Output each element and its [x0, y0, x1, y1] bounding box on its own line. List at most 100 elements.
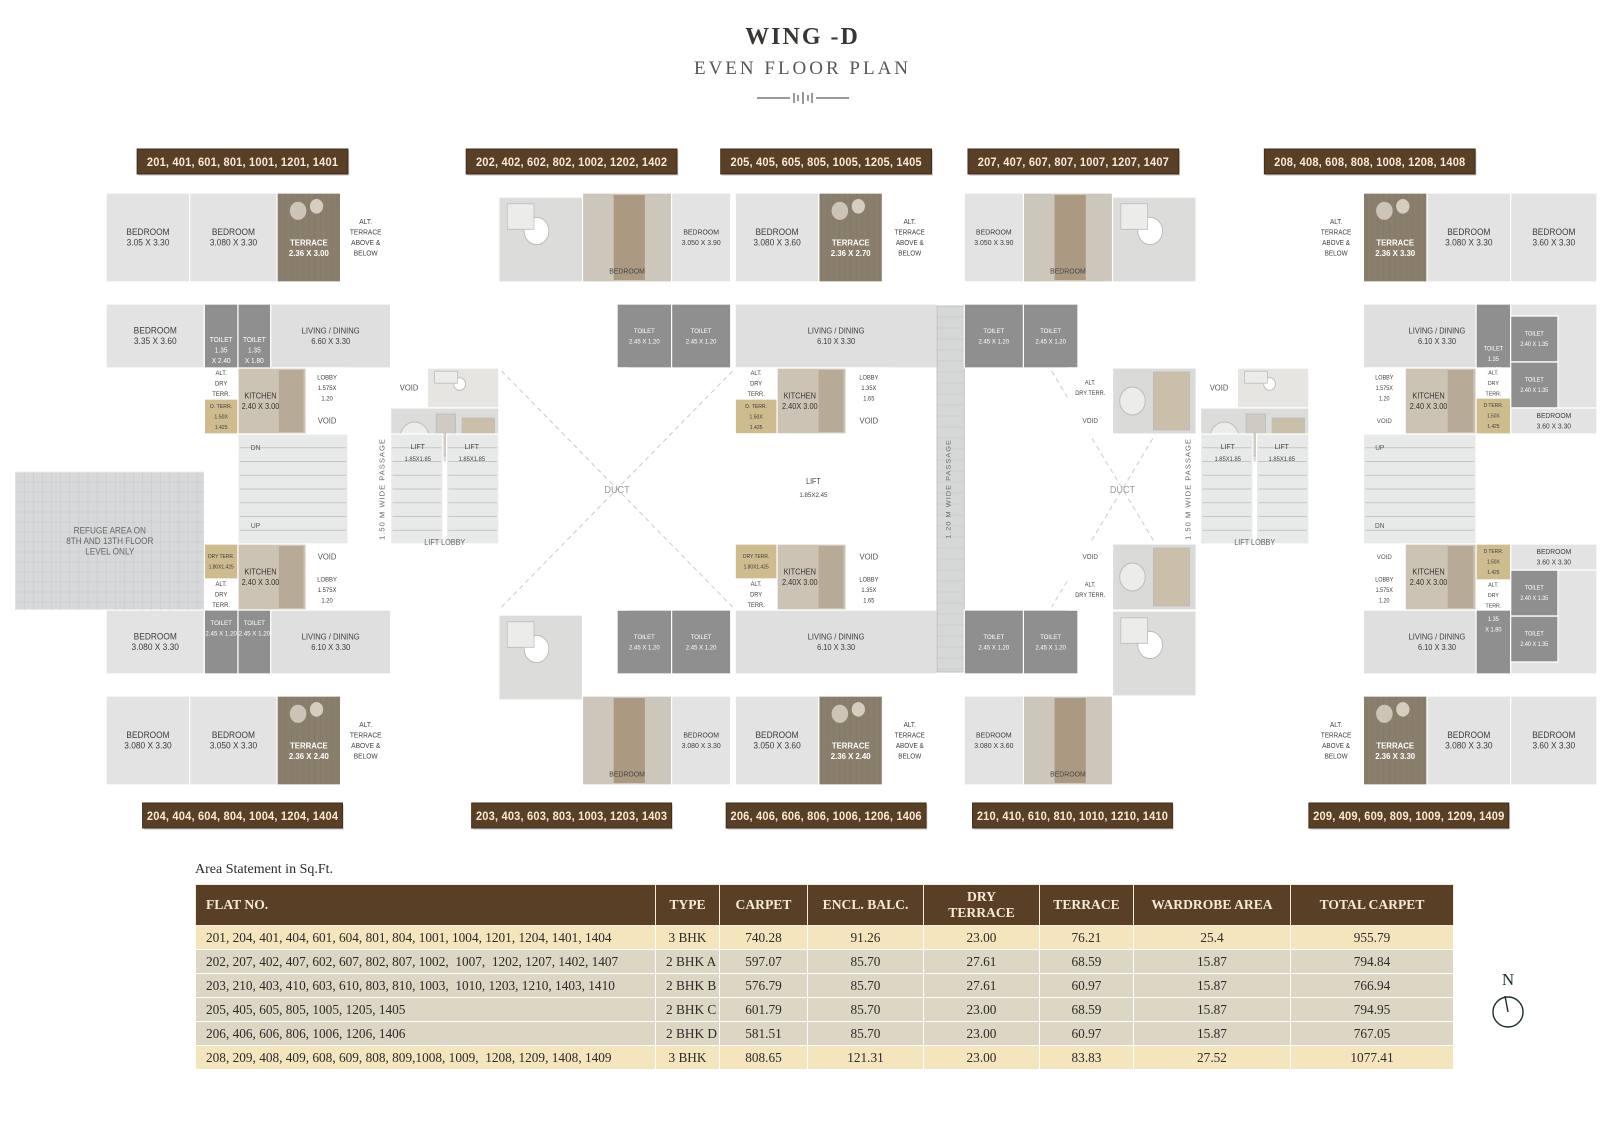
svg-text:2.45 X 1.20: 2.45 X 1.20 [239, 630, 271, 637]
svg-text:BELOW: BELOW [898, 753, 922, 760]
svg-text:D TERR.: D TERR. [1484, 549, 1504, 555]
svg-text:3.60 X 3.30: 3.60 X 3.30 [1537, 423, 1571, 430]
svg-text:207, 407, 607, 807, 1007, 1207: 207, 407, 607, 807, 1007, 1207, 1407 [978, 155, 1169, 169]
svg-text:LIVING / DINING: LIVING / DINING [808, 632, 865, 641]
svg-text:LIFT: LIFT [1275, 442, 1290, 451]
svg-text:BELOW: BELOW [1325, 753, 1349, 760]
svg-text:BEDROOM: BEDROOM [976, 227, 1012, 236]
svg-text:KITCHEN: KITCHEN [1412, 391, 1444, 400]
svg-text:TERRACE: TERRACE [895, 732, 926, 739]
svg-text:2.36 X 2.40: 2.36 X 2.40 [831, 752, 871, 761]
svg-text:1.35: 1.35 [248, 347, 261, 354]
svg-text:LEVEL ONLY: LEVEL ONLY [85, 546, 134, 556]
svg-text:LIVING / DINING: LIVING / DINING [808, 326, 865, 335]
svg-text:DRY: DRY [1488, 593, 1499, 599]
svg-text:BEDROOM: BEDROOM [976, 730, 1012, 739]
svg-text:3.080 X 3.30: 3.080 X 3.30 [1445, 237, 1492, 247]
svg-text:8TH AND 13TH FLOOR: 8TH AND 13TH FLOOR [66, 536, 153, 546]
svg-text:203, 403, 603, 803, 1003, 1203: 203, 403, 603, 803, 1003, 1203, 1403 [476, 809, 668, 823]
svg-text:BEDROOM: BEDROOM [683, 730, 719, 739]
svg-text:ALT.: ALT. [751, 582, 762, 588]
svg-text:DRY: DRY [215, 591, 227, 598]
svg-text:TOILET: TOILET [210, 620, 232, 627]
svg-text:VOID: VOID [400, 383, 419, 392]
svg-text:2.45 X 1.20: 2.45 X 1.20 [629, 338, 660, 345]
svg-text:2.45 X 1.20: 2.45 X 1.20 [686, 338, 717, 345]
svg-text:3.60 X 3.30: 3.60 X 3.30 [1537, 559, 1571, 566]
svg-text:2.40X 3.00: 2.40X 3.00 [782, 402, 818, 411]
svg-text:2.36 X 3.30: 2.36 X 3.30 [1375, 752, 1415, 761]
svg-text:1.575X: 1.575X [1376, 386, 1393, 392]
svg-text:VOID: VOID [318, 552, 337, 561]
svg-text:1.85X1.85: 1.85X1.85 [1214, 456, 1241, 463]
svg-text:LOBBY: LOBBY [317, 576, 337, 583]
svg-text:BEDROOM: BEDROOM [1050, 769, 1086, 778]
svg-text:BEDROOM: BEDROOM [126, 227, 169, 237]
svg-text:1.50X: 1.50X [1487, 414, 1500, 420]
svg-text:LIFT: LIFT [806, 477, 821, 486]
svg-text:BEDROOM: BEDROOM [755, 730, 798, 740]
svg-text:1.20 M WIDE PASSAGE: 1.20 M WIDE PASSAGE [946, 439, 953, 539]
svg-text:DRY: DRY [750, 381, 762, 387]
svg-text:D TERR.: D TERR. [1484, 403, 1504, 409]
svg-text:2.45 X 1.20: 2.45 X 1.20 [1035, 644, 1066, 651]
svg-text:1.20: 1.20 [321, 597, 333, 604]
svg-text:ABOVE &: ABOVE & [1322, 240, 1350, 247]
svg-text:2.40 X 1.35: 2.40 X 1.35 [1520, 642, 1548, 648]
svg-text:6.10 X 3.30: 6.10 X 3.30 [817, 337, 856, 346]
svg-text:TOILET: TOILET [1525, 377, 1544, 383]
svg-text:1.50X: 1.50X [214, 414, 228, 420]
svg-text:ABOVE &: ABOVE & [896, 743, 924, 750]
svg-text:1.425: 1.425 [1487, 570, 1499, 576]
svg-text:X 1.80: X 1.80 [245, 358, 264, 365]
svg-text:BELOW: BELOW [354, 753, 378, 760]
svg-text:TOILET: TOILET [1525, 585, 1544, 591]
svg-text:6.60 X 3.30: 6.60 X 3.30 [311, 337, 351, 346]
svg-text:2.40 X 3.00: 2.40 X 3.00 [242, 402, 280, 411]
svg-text:TOILET: TOILET [634, 634, 655, 641]
svg-text:3.080 X 3.30: 3.080 X 3.30 [124, 740, 171, 750]
svg-text:BEDROOM: BEDROOM [212, 730, 255, 740]
svg-text:ALT.: ALT. [1085, 583, 1096, 589]
svg-text:KITCHEN: KITCHEN [244, 391, 276, 400]
svg-text:KITCHEN: KITCHEN [784, 567, 816, 576]
svg-text:TOILET: TOILET [1484, 346, 1504, 352]
svg-text:6.10 X 3.30: 6.10 X 3.30 [817, 643, 856, 652]
svg-text:2.36 X 2.40: 2.36 X 2.40 [289, 752, 329, 761]
svg-text:TOILET: TOILET [634, 328, 655, 335]
svg-text:1.50 M WIDE PASSAGE: 1.50 M WIDE PASSAGE [1184, 438, 1193, 540]
svg-text:DN: DN [251, 445, 261, 452]
svg-text:205, 405, 605, 805, 1005, 1205: 205, 405, 605, 805, 1005, 1205, 1405 [730, 155, 922, 169]
svg-text:1.80X1.425: 1.80X1.425 [744, 564, 769, 570]
svg-text:ABOVE &: ABOVE & [1322, 743, 1350, 750]
svg-text:1.35: 1.35 [1488, 617, 1500, 623]
svg-text:2.40 X 1.35: 2.40 X 1.35 [1520, 596, 1548, 602]
svg-text:1.65: 1.65 [863, 396, 875, 402]
svg-text:LIFT: LIFT [411, 442, 426, 451]
svg-text:D. TERR.: D. TERR. [210, 404, 232, 410]
svg-text:2.36 X 3.00: 2.36 X 3.00 [289, 249, 329, 258]
svg-text:LOBBY: LOBBY [317, 374, 337, 381]
svg-text:3.080 X 3.60: 3.080 X 3.60 [753, 237, 800, 247]
svg-text:3.050 X 3.60: 3.050 X 3.60 [753, 740, 800, 750]
svg-text:TOILET: TOILET [1525, 631, 1544, 637]
svg-text:BEDROOM: BEDROOM [1536, 549, 1571, 556]
svg-text:ALT.: ALT. [904, 219, 916, 226]
svg-text:KITCHEN: KITCHEN [244, 567, 276, 576]
svg-text:1.20: 1.20 [1379, 598, 1390, 604]
svg-text:TERRACE: TERRACE [290, 238, 328, 247]
svg-text:DN: DN [1375, 523, 1384, 530]
svg-text:BEDROOM: BEDROOM [1532, 227, 1575, 237]
svg-text:2.45 X 1.20: 2.45 X 1.20 [1035, 338, 1066, 345]
svg-text:1.50 M WIDE PASSAGE: 1.50 M WIDE PASSAGE [378, 438, 387, 540]
svg-text:ALT.: ALT. [1330, 722, 1342, 729]
svg-text:3.050 X 3.30: 3.050 X 3.30 [210, 740, 257, 750]
svg-text:1.425: 1.425 [1487, 424, 1499, 430]
svg-text:ALT.: ALT. [215, 370, 227, 377]
svg-text:206, 406, 606, 806, 1006, 1206: 206, 406, 606, 806, 1006, 1206, 1406 [730, 809, 922, 823]
svg-text:LIVING / DINING: LIVING / DINING [302, 326, 360, 335]
svg-text:TOILET: TOILET [244, 620, 266, 627]
svg-text:BEDROOM: BEDROOM [1050, 266, 1086, 275]
svg-text:TOILET: TOILET [1525, 331, 1544, 337]
svg-text:BEDROOM: BEDROOM [1532, 730, 1575, 740]
